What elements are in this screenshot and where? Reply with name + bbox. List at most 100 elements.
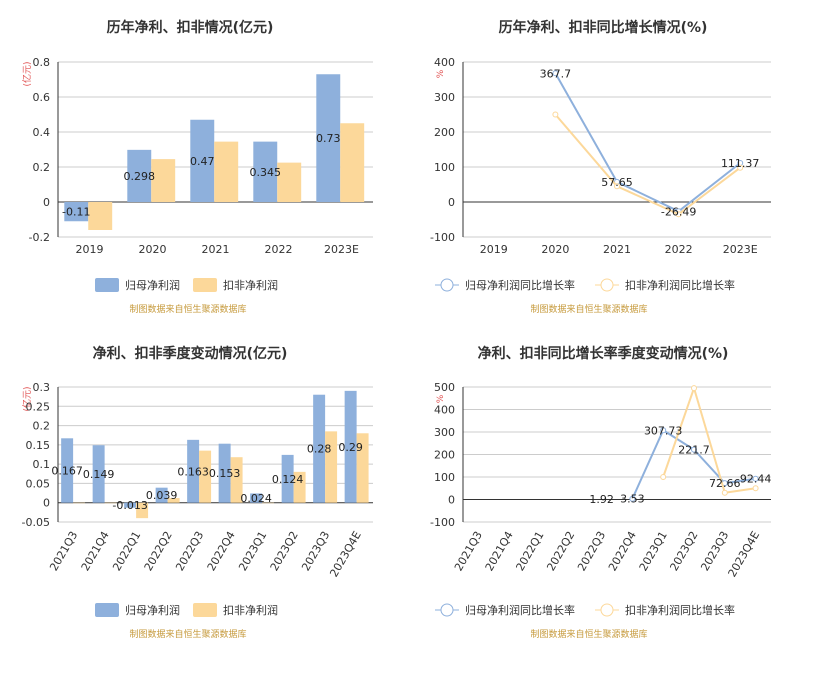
legend-swatch-marker xyxy=(600,278,614,292)
bar-net-profit xyxy=(344,390,357,503)
chart-panel-annual-profit: 历年净利、扣非情况(亿元) (亿元) 0.8 0.6 0.4 0.2 0 -0.2 2019 20… xyxy=(0,0,413,338)
bar-net-profit xyxy=(253,141,278,202)
bar-deducted-profit xyxy=(356,433,369,503)
y-tick-label: -100 xyxy=(430,231,455,244)
bar-net-profit xyxy=(190,119,215,202)
source-note: 制图数据来自恒生聚源数据库 xyxy=(129,303,246,315)
x-tick-label: 2021Q4 xyxy=(79,529,112,573)
series-point xyxy=(737,164,744,171)
x-tick-label: 2023E xyxy=(324,243,359,256)
series-line-deducted-profit-growth xyxy=(554,113,741,216)
annual-growth-chart: 历年净利、扣非同比增长情况(%)%400 300 200 100 0 -100 2019 20… xyxy=(430,19,771,315)
data-label: 0.28 xyxy=(307,443,332,456)
source-note: 制图数据来自恒生聚源数据库 xyxy=(530,628,647,640)
source-note: 制图数据来自恒生聚源数据库 xyxy=(530,303,647,315)
y-tick-label: -0.2 xyxy=(29,231,50,244)
x-tick-label: 2019 xyxy=(480,243,508,256)
series-point xyxy=(691,446,697,453)
x-tick-label: 2021 xyxy=(202,243,230,256)
y-tick-label: 200 xyxy=(434,126,455,139)
series-point xyxy=(552,70,559,77)
bar-net-profit xyxy=(187,439,200,503)
y-tick-label: 0 xyxy=(43,196,50,209)
data-label: 367.7 xyxy=(540,67,572,80)
bar-net-profit xyxy=(313,394,326,503)
data-label: 0.163 xyxy=(177,465,209,478)
series-point xyxy=(675,211,682,218)
bar-deducted-profit xyxy=(136,502,149,519)
bar-deducted-profit xyxy=(199,450,212,503)
x-tick-label: 2021 xyxy=(603,243,631,256)
bar-deducted-profit xyxy=(325,431,338,503)
x-tick-label: 2022Q1 xyxy=(110,529,143,573)
quarterly-profit-chart: 净利、扣非季度变动情况(亿元) (亿元) 0.3 0.25 0.2 0.15 0.1 0.05… xyxy=(21,345,373,640)
bar-deducted-profit xyxy=(277,162,302,202)
series-point xyxy=(660,474,667,480)
chart-panel-annual-growth: 历年净利、扣非同比增长情况(%)% 400 300 200 100 0 -100 2019 20… xyxy=(413,0,826,338)
legend-swatch xyxy=(95,603,119,617)
series-point xyxy=(691,385,697,392)
legend-swatch xyxy=(193,278,217,292)
legend-label: 扣非净利润 xyxy=(223,603,278,617)
chart-title: 历年净利、扣非情况(亿元) xyxy=(107,19,274,36)
series-point xyxy=(721,489,728,496)
x-tick-label: 2021Q3 xyxy=(47,529,80,573)
legend-label: 归母净利润 xyxy=(125,603,180,617)
legend-label: 扣非净利润同比增长率 xyxy=(625,278,735,292)
data-label: 307.73 xyxy=(644,424,683,437)
series-point xyxy=(660,427,667,434)
unit-label: (亿元) xyxy=(21,386,33,411)
data-label: 57.65 xyxy=(601,176,633,189)
chart-title: 净利、扣非同比增长率季度变动情况(%) xyxy=(478,345,729,362)
x-tick-label: 2022 xyxy=(265,243,293,256)
bar-net-profit xyxy=(127,149,152,202)
x-tick-label: 2023Q4E xyxy=(327,529,364,579)
data-label: 0.153 xyxy=(209,467,241,480)
legend-label: 归母净利润同比增长率 xyxy=(465,603,575,617)
bar-net-profit xyxy=(316,74,341,202)
series-line-net-profit-growth xyxy=(554,72,741,213)
data-label: 0.039 xyxy=(146,489,178,502)
series-point xyxy=(752,485,759,492)
x-tick-label: 2022 xyxy=(665,243,693,256)
quarterly-growth-chart: 净利、扣非同比增长率季度变动情况(%)%500 400 300 200 100 0 -100… xyxy=(430,345,771,640)
data-label: 0.167 xyxy=(51,465,83,478)
series-point xyxy=(614,183,620,190)
bar-deducted-profit xyxy=(88,202,113,230)
x-tick-label: 2023Q2 xyxy=(268,529,301,573)
y-tick-label: 100 xyxy=(434,161,455,174)
y-tick-label: 0.2 xyxy=(33,161,51,174)
y-tick-label: 0.05 xyxy=(26,477,51,490)
x-tick-label: 2022Q2 xyxy=(142,529,175,573)
y-tick-label: 300 xyxy=(434,426,455,439)
chart-title: 净利、扣非季度变动情况(亿元) xyxy=(93,345,288,362)
bar-net-profit xyxy=(218,443,231,503)
bar-deducted-profit xyxy=(230,457,243,503)
y-tick-label: -100 xyxy=(430,516,455,529)
legend-label: 扣非净利润同比增长率 xyxy=(625,603,735,617)
data-label: 0.124 xyxy=(272,473,304,486)
bar-net-profit xyxy=(61,438,74,503)
legend-swatch-marker xyxy=(600,603,614,617)
bar-deducted-profit xyxy=(104,502,117,504)
data-label: 1.92 xyxy=(589,493,614,506)
y-tick-label: 0.3 xyxy=(33,381,51,394)
bar-net-profit xyxy=(281,454,294,503)
x-tick-label: 2022Q3 xyxy=(173,529,206,573)
data-label: 3.53 xyxy=(620,493,645,506)
data-label: 0.024 xyxy=(240,492,272,505)
y-tick-label: 0 xyxy=(43,497,50,510)
legend-label: 归母净利润 xyxy=(125,278,180,292)
x-tick-label: 2022Q3 xyxy=(575,529,608,573)
data-label: 72.66 xyxy=(709,477,741,490)
bar-net-profit xyxy=(124,502,137,508)
data-label: 0.345 xyxy=(250,166,282,179)
y-tick-label: 400 xyxy=(434,404,455,417)
data-label: 0.298 xyxy=(124,170,156,183)
legend-label: 扣非净利润 xyxy=(223,278,278,292)
source-note: 制图数据来自恒生聚源数据库 xyxy=(129,628,246,640)
x-tick-label: 2022Q4 xyxy=(205,529,238,573)
data-label: 0.73 xyxy=(316,132,341,145)
y-tick-label: 500 xyxy=(434,381,455,394)
y-tick-label: 0 xyxy=(448,196,455,209)
